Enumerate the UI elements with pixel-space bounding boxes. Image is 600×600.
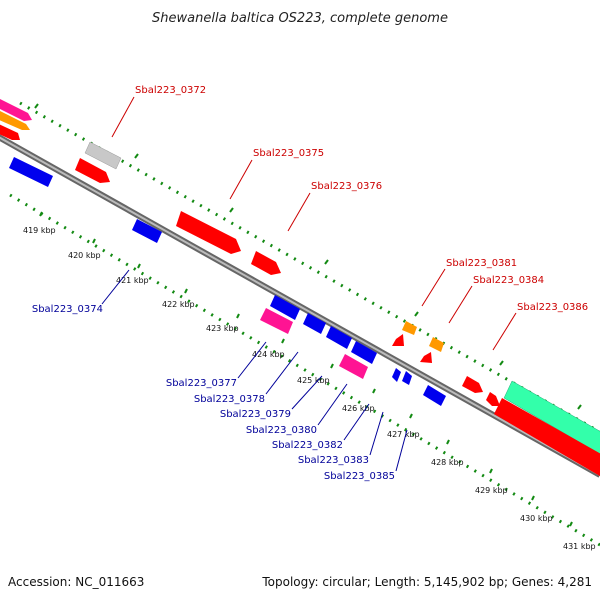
gene-feature-blue [392, 368, 401, 382]
gene-feature-red [176, 211, 241, 254]
kbp-tick-label: 429 kbp [475, 486, 508, 495]
map-title: Shewanella baltica OS223, complete genom… [152, 11, 448, 26]
outer-ticks [34, 103, 582, 410]
gene-feature-blue [270, 295, 300, 320]
label-leader-lines [101, 96, 517, 472]
genome-track: 419 kbp 420 kbp 421 kbp 422 kbp 423 kbp 424 k… [0, 85, 600, 551]
kbp-tick-label: 424 kbp [252, 350, 285, 359]
genome-summary-text: Topology: circular; Length: 5,145,902 bp… [261, 575, 592, 589]
gene-feature-red [251, 251, 281, 275]
reverse-strand-features [9, 157, 446, 406]
gene-label: Sbal223_0379 [220, 409, 291, 420]
gene-feature-blue [303, 313, 326, 334]
gene-feature-red [494, 398, 600, 477]
gene-feature-teal [503, 380, 600, 455]
forward-strand-features [0, 99, 600, 477]
gene-label: Sbal223_0383 [298, 455, 369, 466]
gene-feature-blue [423, 385, 446, 406]
kbp-tick-label: 426 kbp [342, 404, 375, 413]
gene-feature-red [75, 158, 110, 183]
gene-feature-orange [402, 321, 417, 335]
kbp-tick-labels: 419 kbp 420 kbp 421 kbp 422 kbp 423 kbp 424 k… [23, 226, 596, 551]
kbp-tick-label: 422 kbp [162, 300, 195, 309]
kbp-tick-label: 428 kbp [431, 458, 464, 467]
kbp-tick-label: 423 kbp [206, 324, 239, 333]
inner-dotted-ring [9, 193, 600, 547]
gene-feature-red [486, 392, 500, 406]
gene-feature-red [392, 334, 404, 346]
gene-label: Sbal223_0385 [324, 471, 395, 482]
gene-label: Sbal223_0378 [194, 394, 265, 405]
accession-text: Accession: NC_011663 [8, 575, 144, 589]
gene-label: Sbal223_0382 [272, 440, 343, 451]
gene-feature-red [420, 352, 432, 363]
gene-feature-magenta [260, 308, 293, 334]
kbp-tick-label: 419 kbp [23, 226, 56, 235]
gene-label: Sbal223_0381 [446, 258, 517, 269]
gene-feature-orange [0, 111, 30, 130]
gene-feature-blue [9, 157, 53, 187]
gene-label: Sbal223_0372 [135, 85, 206, 96]
kbp-tick-label: 421 kbp [116, 276, 149, 285]
gene-feature-magenta [0, 99, 32, 121]
gene-feature-blue [402, 371, 412, 385]
gene-label: Sbal223_0386 [517, 302, 588, 313]
outer-dotted-ring [19, 101, 600, 434]
gene-feature-blue [326, 326, 352, 349]
gene-label: Sbal223_0374 [32, 304, 103, 315]
kbp-tick-label: 431 kbp [563, 542, 596, 551]
gene-label: Sbal223_0384 [473, 275, 544, 286]
kbp-tick-label: 430 kbp [520, 514, 553, 523]
gene-labels: Sbal223_0372 Sbal223_0375 Sbal223_0376 S… [32, 85, 588, 482]
gene-label: Sbal223_0380 [246, 425, 317, 436]
kbp-tick-label: 420 kbp [68, 251, 101, 260]
gene-feature-orange [429, 337, 444, 352]
gene-feature-magenta [339, 354, 368, 379]
gene-feature-red [0, 124, 20, 140]
gene-feature-blue [351, 341, 377, 364]
kbp-tick-label: 427 kbp [387, 430, 420, 439]
gene-label: Sbal223_0377 [166, 378, 237, 389]
gene-feature-red [462, 376, 483, 393]
inner-ticks [39, 211, 573, 527]
kbp-tick-label: 425 kbp [297, 376, 330, 385]
gene-feature-blue [132, 219, 162, 243]
gene-label: Sbal223_0375 [253, 148, 324, 159]
gene-label: Sbal223_0376 [311, 181, 382, 192]
gene-feature-gray [84, 141, 122, 170]
